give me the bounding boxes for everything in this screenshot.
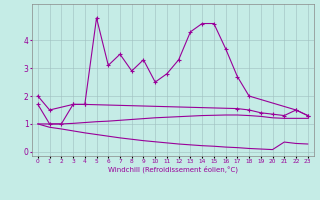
X-axis label: Windchill (Refroidissement éolien,°C): Windchill (Refroidissement éolien,°C) [108, 166, 238, 173]
